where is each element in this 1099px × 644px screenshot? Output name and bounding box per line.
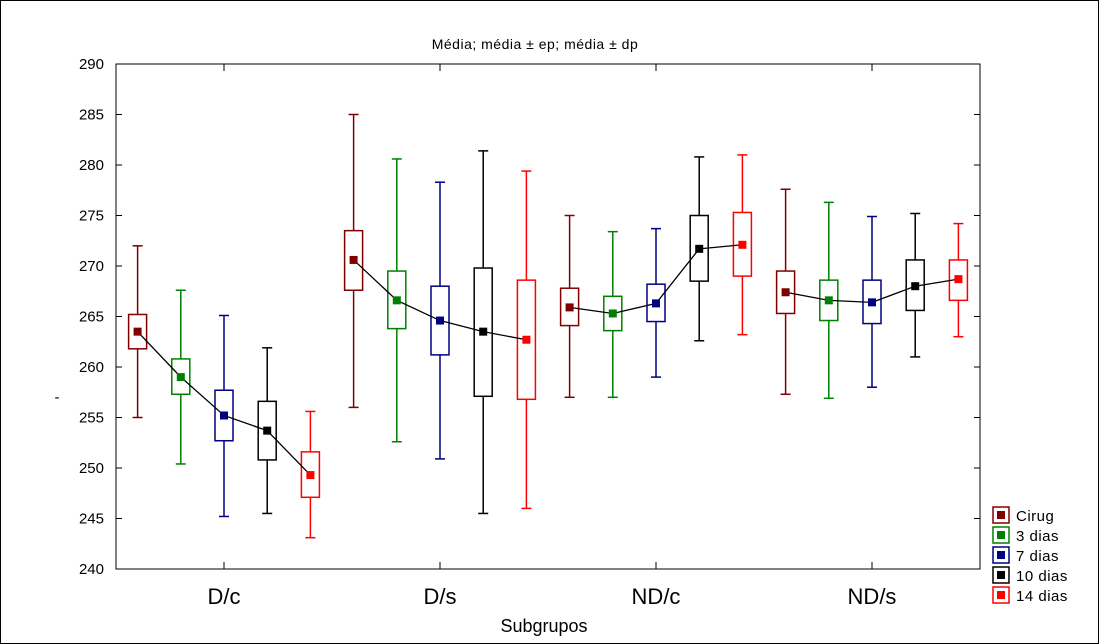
legend-label: 10 dias — [1016, 568, 1068, 585]
legend-swatch-fill — [997, 551, 1005, 559]
mean-marker — [738, 240, 747, 249]
mean-marker — [824, 296, 833, 305]
mean-marker — [133, 327, 142, 336]
x-category-label: D/c — [208, 584, 241, 609]
mean-markers — [133, 240, 963, 480]
legend-label: Cirug — [1016, 508, 1054, 525]
chart-title: Média; média ± ep; média ± dp — [432, 36, 639, 52]
x-category-label: ND/s — [848, 584, 897, 609]
mean-marker — [911, 282, 920, 291]
mean-marker — [436, 316, 444, 325]
mean-marker — [220, 411, 228, 420]
y-tick-label: 255 — [79, 410, 104, 427]
legend-swatch-fill — [997, 591, 1005, 599]
y-tick-label: 245 — [79, 511, 104, 528]
legend-label: 14 dias — [1016, 588, 1068, 605]
mean-marker — [954, 275, 963, 284]
legend-swatch-fill — [997, 511, 1005, 519]
plot-area — [115, 63, 981, 570]
mean-marker — [652, 299, 660, 308]
mean-marker — [868, 298, 876, 307]
mean-marker — [392, 296, 401, 305]
legend-swatch-fill — [997, 571, 1005, 579]
x-category-label: D/s — [424, 584, 457, 609]
x-axis: D/c D/s ND/c ND/s — [208, 64, 897, 609]
y-axis-label: - — [55, 389, 60, 406]
legend-label: 7 dias — [1016, 548, 1059, 565]
mean-marker — [565, 303, 574, 312]
y-tick-label: 270 — [79, 258, 104, 275]
x-axis-label: Subgrupos — [500, 616, 587, 636]
y-tick-label: 250 — [79, 460, 104, 477]
legend-swatch-fill — [997, 531, 1005, 539]
legend: Cirug 3 dias 7 dias 10 dias 14 dias — [992, 506, 1068, 605]
y-tick-label: 280 — [79, 157, 104, 174]
y-tick-label: 290 — [79, 56, 104, 73]
mean-marker — [263, 426, 272, 435]
mean-marker — [522, 335, 531, 344]
y-tick-label: 285 — [79, 107, 104, 124]
y-tick-label: 275 — [79, 208, 104, 225]
mean-marker — [608, 309, 617, 318]
x-category-label: ND/c — [632, 584, 681, 609]
y-axis: 240 245 250 255 260 265 270 275 280 285 290 — [79, 56, 980, 578]
mean-marker — [695, 244, 704, 253]
mean-marker — [306, 471, 315, 480]
y-tick-label: 240 — [79, 561, 104, 578]
y-tick-label: 260 — [79, 359, 104, 376]
legend-label: 3 dias — [1016, 528, 1059, 545]
mean-marker — [781, 288, 790, 297]
box-plots — [127, 113, 969, 539]
y-tick-label: 265 — [79, 309, 104, 326]
mean-marker — [349, 255, 358, 264]
mean-marker — [479, 327, 488, 336]
mean-marker — [176, 373, 185, 382]
